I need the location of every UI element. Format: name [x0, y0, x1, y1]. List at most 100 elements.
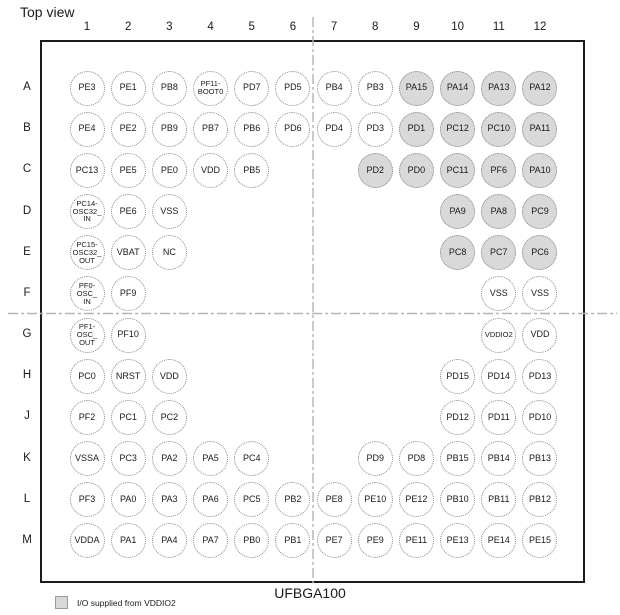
row-label-M: M [22, 533, 32, 546]
ball-G11: VDDIO2 [481, 317, 517, 353]
column-header-3: 3 [166, 21, 173, 33]
ball-F12: VSS [522, 276, 558, 312]
ball-M1: VDDA [69, 523, 105, 559]
ball-L1: PF3 [69, 482, 105, 518]
ball-E2: VBAT [110, 235, 146, 271]
ball-L8: PE10 [357, 482, 393, 518]
ball-K8: PD9 [357, 441, 393, 477]
ball-D2: PE6 [110, 194, 146, 230]
ball-H12: PD13 [522, 358, 558, 394]
column-header-10: 10 [451, 21, 464, 33]
ball-E1: PC15- OSC32_ OUT [69, 235, 105, 271]
row-label-L: L [23, 492, 31, 505]
ball-D1: PC14- OSC32_ IN [69, 194, 105, 230]
ball-J2: PC1 [110, 399, 146, 435]
ball-K9: PD8 [398, 441, 434, 477]
ball-C3: PE0 [151, 152, 187, 188]
ball-B12: PA11 [522, 111, 558, 147]
ball-B11: PC10 [481, 111, 517, 147]
ball-C4: VDD [193, 152, 229, 188]
ball-H11: PD14 [481, 358, 517, 394]
ball-B6: PD6 [275, 111, 311, 147]
ball-H2: NRST [110, 358, 146, 394]
ball-K10: PB15 [440, 441, 476, 477]
column-header-4: 4 [207, 21, 214, 33]
ball-D12: PC9 [522, 194, 558, 230]
ball-K4: PA5 [193, 441, 229, 477]
ball-M5: PB0 [234, 523, 270, 559]
ball-A9: PA15 [398, 70, 434, 106]
ball-A12: PA12 [522, 70, 558, 106]
ball-K3: PA2 [151, 441, 187, 477]
ball-D3: VSS [151, 194, 187, 230]
ball-B2: PE2 [110, 111, 146, 147]
ball-L11: PB11 [481, 482, 517, 518]
column-header-6: 6 [289, 21, 297, 33]
ball-A8: PB3 [357, 70, 393, 106]
ball-C8: PD2 [357, 152, 393, 188]
ball-K12: PB13 [522, 441, 558, 477]
ball-L5: PC5 [234, 482, 270, 518]
package-name-label: UFBGA100 [274, 585, 346, 601]
legend: I/O supplied from VDDIO2 [55, 596, 176, 609]
ball-B8: PD3 [357, 111, 393, 147]
ball-M9: PE11 [398, 523, 434, 559]
ball-B7: PD4 [316, 111, 352, 147]
row-label-H: H [22, 369, 32, 382]
ball-G2: PF10 [110, 317, 146, 353]
row-label-D: D [22, 204, 32, 217]
diagram-title: Top view [20, 4, 75, 20]
ball-A5: PD7 [234, 70, 270, 106]
column-header-9: 9 [413, 21, 420, 33]
row-label-J: J [24, 410, 30, 423]
ball-C2: PE5 [110, 152, 146, 188]
ball-H1: PC0 [69, 358, 105, 394]
ball-L2: PA0 [110, 482, 146, 518]
ball-K5: PC4 [234, 441, 270, 477]
ball-A7: PB4 [316, 70, 352, 106]
ball-H3: VDD [151, 358, 187, 394]
row-label-A: A [23, 81, 31, 93]
ball-F11: VSS [481, 276, 517, 312]
ball-A6: PD5 [275, 70, 311, 106]
ball-A10: PA14 [440, 70, 476, 106]
ball-C10: PC11 [440, 152, 476, 188]
ball-G1: PF1- OSC_ OUT [69, 317, 105, 353]
ball-M11: PE14 [481, 523, 517, 559]
ball-M10: PE13 [440, 523, 476, 559]
row-label-B: B [23, 122, 31, 135]
column-header-7: 7 [330, 21, 338, 33]
ball-M6: PB1 [275, 523, 311, 559]
ball-K11: PB14 [481, 441, 517, 477]
ball-J1: PF2 [69, 399, 105, 435]
ball-C9: PD0 [398, 152, 434, 188]
ball-E3: NC [151, 235, 187, 271]
row-label-E: E [23, 245, 31, 258]
ball-L12: PB12 [522, 482, 558, 518]
ball-J12: PD10 [522, 399, 558, 435]
row-label-G: G [22, 328, 32, 341]
ball-E10: PC8 [440, 235, 476, 271]
ball-M2: PA1 [110, 523, 146, 559]
ball-M8: PE9 [357, 523, 393, 559]
legend-vddio2-swatch [55, 596, 68, 609]
ball-C11: PF6 [481, 152, 517, 188]
ball-L7: PE8 [316, 482, 352, 518]
ball-K2: PC3 [110, 441, 146, 477]
ball-B4: PB7 [193, 111, 229, 147]
ball-K1: VSSA [69, 441, 105, 477]
ball-F2: PF9 [110, 276, 146, 312]
row-label-C: C [22, 163, 32, 176]
ball-M7: PE7 [316, 523, 352, 559]
ball-A1: PE3 [69, 70, 105, 106]
column-header-2: 2 [124, 21, 132, 33]
row-label-K: K [23, 451, 31, 464]
ball-H10: PD15 [440, 358, 476, 394]
ball-D11: PA8 [481, 194, 517, 230]
ball-M12: PE15 [522, 523, 558, 559]
ball-A11: PA13 [481, 70, 517, 106]
ball-J10: PD12 [440, 399, 476, 435]
ball-B5: PB6 [234, 111, 270, 147]
ball-L10: PB10 [440, 482, 476, 518]
ball-L3: PA3 [151, 482, 187, 518]
